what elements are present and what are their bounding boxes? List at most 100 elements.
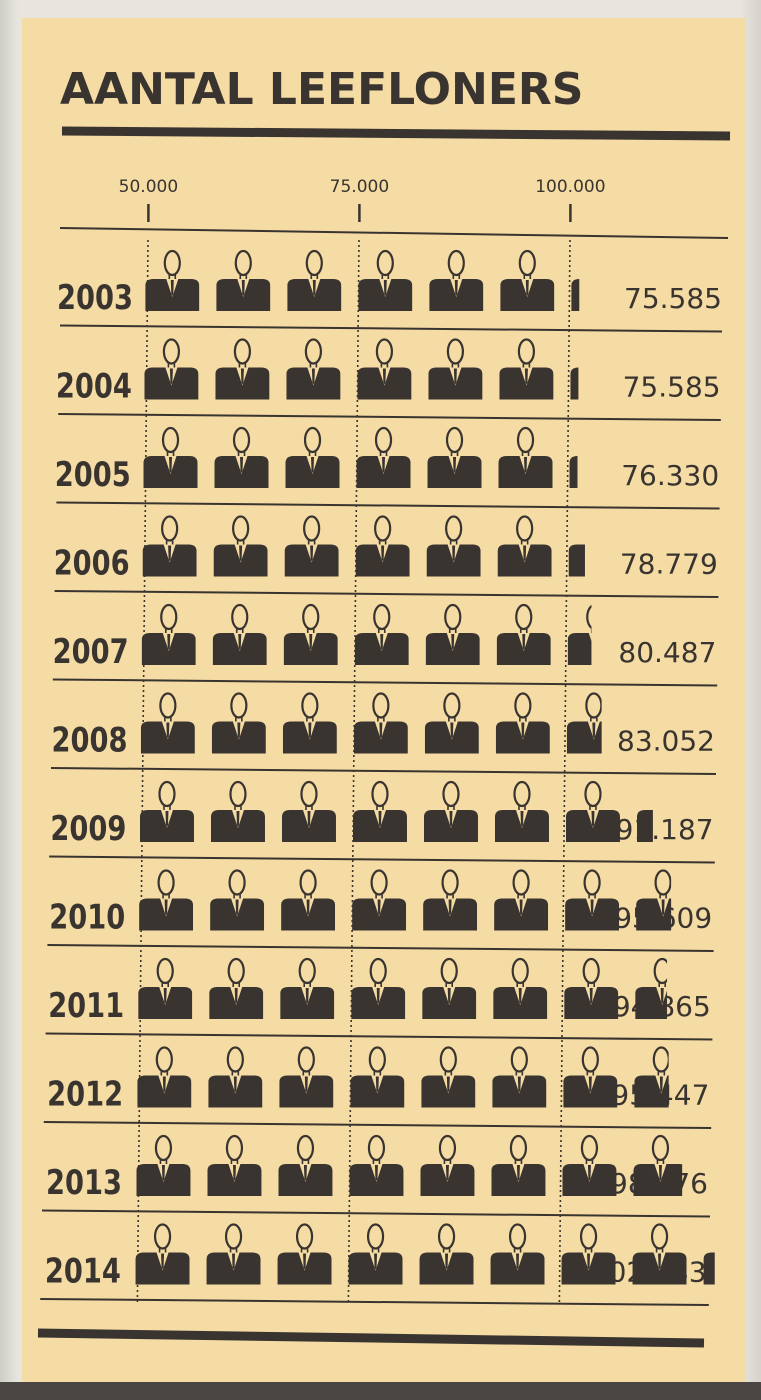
person-in-suit-icon	[561, 1223, 616, 1285]
row-separator	[54, 590, 719, 598]
person-in-suit-icon	[358, 249, 413, 311]
person-in-suit-icon	[568, 544, 585, 577]
person-in-suit-icon	[138, 957, 193, 1019]
person-in-suit-icon	[423, 869, 478, 931]
value-label: 75.585	[624, 282, 722, 315]
person-in-suit-icon	[140, 692, 195, 754]
person-in-suit-icon	[145, 249, 200, 311]
person-in-suit-icon	[426, 515, 481, 577]
person-in-suit-icon	[216, 249, 271, 311]
year-label: 2009	[50, 809, 126, 849]
bottom-rule	[37, 1328, 705, 1348]
person-in-suit-icon	[424, 692, 479, 754]
person-in-suit-icon	[422, 957, 477, 1019]
person-in-suit-icon	[285, 426, 340, 488]
person-in-suit-icon	[348, 1223, 403, 1285]
person-in-suit-icon	[207, 1134, 262, 1196]
person-in-suit-icon	[500, 249, 555, 311]
person-in-suit-icon	[357, 338, 412, 400]
person-in-suit-icon	[493, 957, 548, 1019]
person-in-suit-icon	[137, 1046, 192, 1108]
person-in-suit-icon	[211, 692, 266, 754]
person-in-suit-icon	[212, 603, 267, 665]
person-in-suit-icon	[494, 869, 549, 931]
person-in-suit-icon	[213, 515, 268, 577]
person-in-suit-icon	[135, 1223, 190, 1285]
chart-title: AANTAL LEEFLONERS	[60, 64, 583, 115]
value-label: 91.187	[616, 813, 714, 846]
year-row: 2008 83.052	[50, 692, 717, 775]
row-separator	[52, 678, 718, 687]
person-in-suit-icon	[355, 515, 410, 577]
person-in-suit-icon	[423, 780, 478, 842]
value-label: 80.487	[618, 636, 716, 669]
person-in-suit-icon	[139, 780, 194, 842]
person-in-suit-icon	[567, 604, 592, 665]
year-label: 2003	[57, 278, 133, 318]
value-label: 78.779	[620, 548, 718, 581]
row-separator	[43, 1121, 712, 1129]
year-row: 2009 91.187	[49, 780, 715, 864]
row-separator	[56, 501, 720, 510]
person-in-suit-icon	[210, 780, 265, 842]
person-in-suit-icon	[281, 869, 336, 931]
person-in-suit-icon	[356, 426, 411, 488]
person-in-suit-icon	[497, 515, 552, 577]
year-label: 2004	[56, 367, 132, 407]
person-in-suit-icon	[633, 1134, 683, 1196]
person-in-suit-icon	[206, 1223, 261, 1285]
person-in-suit-icon	[703, 1252, 715, 1285]
row-separator	[40, 1298, 709, 1306]
person-in-suit-icon	[350, 1046, 405, 1108]
x-axis-ticks: 50.000 75.000 100.000	[119, 177, 606, 222]
person-in-suit-icon	[565, 780, 620, 842]
person-in-suit-icon	[283, 603, 338, 665]
person-in-suit-icon	[349, 1134, 404, 1196]
person-in-suit-icon	[287, 249, 342, 311]
row-separator	[45, 1032, 713, 1041]
gridline	[136, 239, 149, 1303]
person-in-suit-icon	[354, 603, 409, 665]
person-in-suit-icon	[571, 279, 580, 311]
person-in-suit-icon	[215, 338, 270, 400]
year-row: 2006 78.779	[54, 515, 719, 598]
row-separator	[58, 413, 721, 421]
year-label: 2005	[55, 455, 131, 495]
x-tick-label: 100.000	[535, 177, 605, 197]
title-rule	[61, 126, 731, 141]
person-in-suit-icon	[351, 957, 406, 1019]
gridline	[558, 239, 571, 1303]
row-separator	[59, 324, 723, 333]
person-in-suit-icon	[562, 1134, 617, 1196]
person-in-suit-icon	[286, 338, 341, 400]
year-rows: 2003 75.585 2004 75.585 2005 76.330 2006 78.779…	[40, 249, 723, 1306]
person-in-suit-icon	[136, 1134, 191, 1196]
year-row: 2003 75.585	[57, 249, 723, 333]
person-in-suit-icon	[280, 957, 335, 1019]
year-label: 2007	[53, 632, 129, 672]
person-in-suit-icon	[143, 426, 198, 488]
person-in-suit-icon	[492, 1046, 547, 1108]
value-label: 76.330	[621, 459, 719, 492]
person-in-suit-icon	[564, 957, 619, 1019]
year-label: 2011	[48, 986, 124, 1026]
person-in-suit-icon	[141, 603, 196, 665]
year-label: 2010	[49, 898, 125, 938]
person-in-suit-icon	[419, 1223, 474, 1285]
person-in-suit-icon	[428, 338, 483, 400]
person-in-suit-icon	[634, 1046, 669, 1108]
person-in-suit-icon	[636, 810, 653, 842]
year-row: 201194.865	[45, 957, 713, 1041]
person-in-suit-icon	[635, 957, 668, 1019]
year-label: 2013	[46, 1163, 122, 1203]
year-label: 2012	[47, 1075, 123, 1115]
year-row: 2004 75.585	[56, 338, 721, 421]
person-in-suit-icon	[279, 1046, 334, 1108]
person-in-suit-icon	[429, 249, 484, 311]
person-in-suit-icon	[490, 1223, 545, 1285]
year-row: 2005 76.330	[55, 426, 720, 510]
axis-line	[59, 227, 729, 239]
person-in-suit-icon	[210, 869, 265, 931]
